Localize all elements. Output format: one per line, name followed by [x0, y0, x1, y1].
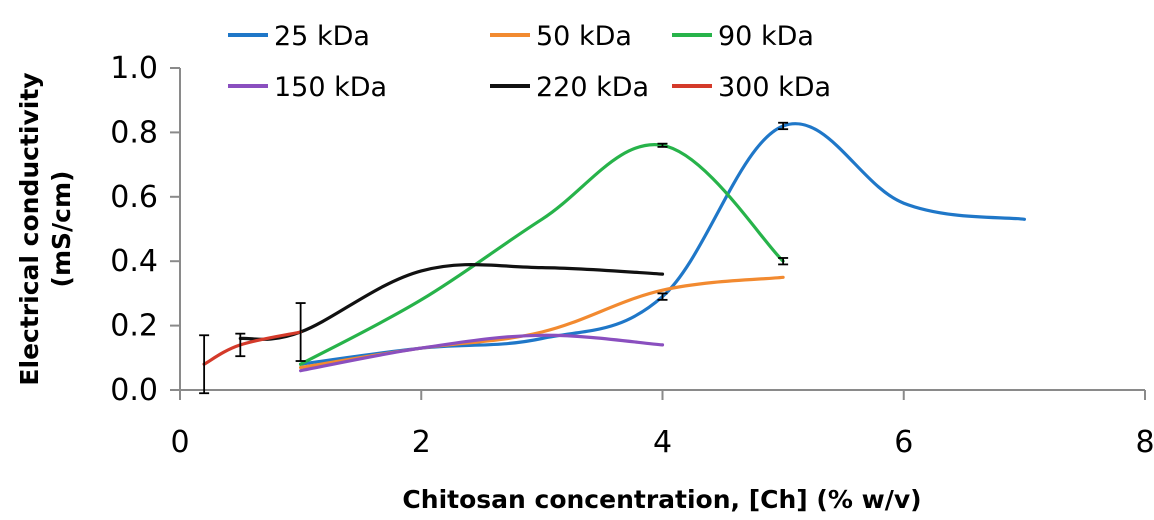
legend-item-90-kda: 90 kDa [672, 21, 814, 52]
error-bars [199, 121, 789, 395]
legend-label: 300 kDa [718, 72, 831, 103]
y-tick-label: 0.4 [110, 244, 158, 279]
legend-label: 50 kDa [536, 21, 632, 52]
x-tick-label: 8 [1135, 425, 1154, 460]
y-axis-title-line-1: Electrical conductivity [15, 72, 44, 385]
error-bar-25-kda [778, 121, 789, 131]
legend-item-150-kda: 150 kDa [228, 72, 387, 103]
ticks: 0 2 4 6 8 0.0 0.2 0.4 0.6 0.8 1.0 [110, 51, 1154, 460]
axes [179, 68, 1145, 391]
series-line-25-kda [299, 122, 1026, 366]
legend-item-50-kda: 50 kDa [490, 21, 632, 52]
legend-label: 25 kDa [274, 21, 370, 52]
y-axis-title-line-2: (mS/cm) [47, 171, 76, 288]
legend-item-300-kda: 300 kDa [672, 72, 831, 103]
error-bar-90-kda [657, 142, 668, 148]
error-bar-300-kda [235, 332, 246, 358]
error-bar-25-kda [657, 292, 668, 301]
x-axis-title: Chitosan concentration, [Ch] (% w/v) [402, 485, 921, 514]
y-tick-label: 0.2 [110, 309, 158, 344]
legend-item-25-kda: 25 kDa [228, 21, 370, 52]
x-tick-label: 0 [170, 425, 189, 460]
x-tick-label: 4 [653, 425, 672, 460]
legend-label: 220 kDa [536, 72, 649, 103]
series-line-90-kda [299, 143, 785, 366]
y-tick-label: 1.0 [110, 51, 158, 86]
y-tick-label: 0.0 [110, 373, 158, 408]
legend-item-220-kda: 220 kDa [490, 72, 649, 103]
legend-label: 150 kDa [274, 72, 387, 103]
series-layer [202, 122, 1026, 373]
error-bar-300-kda [295, 302, 306, 362]
legend: 25 kDa 50 kDa 90 kDa 150 kDa 220 kDa 300 kDa [228, 21, 831, 103]
y-tick-label: 0.8 [110, 115, 158, 150]
error-bar-90-kda [778, 257, 789, 266]
x-tick-label: 6 [894, 425, 913, 460]
x-tick-label: 2 [412, 425, 431, 460]
legend-label: 90 kDa [718, 21, 814, 52]
y-tick-label: 0.6 [110, 180, 158, 215]
error-bar-300-kda [199, 334, 210, 395]
series-line-150-kda [299, 333, 665, 373]
